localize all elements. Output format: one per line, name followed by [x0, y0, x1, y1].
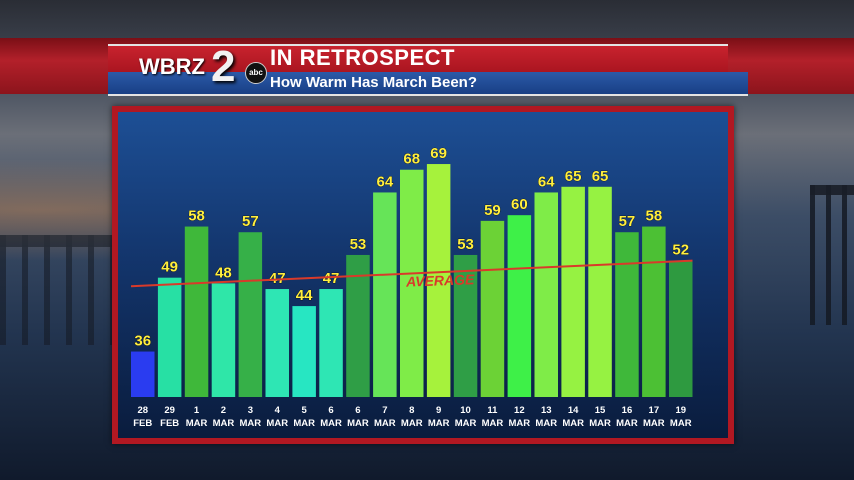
x-tick-month-label: FEB [160, 418, 179, 429]
x-tick-day-label: 3 [248, 405, 253, 416]
x-tick-month-label: MAR [482, 418, 504, 429]
x-tick-day-label: 6 [328, 405, 333, 416]
x-tick-day-label: 4 [275, 405, 281, 416]
x-tick-month-label: MAR [347, 418, 369, 429]
chart-bar [480, 220, 505, 397]
bar-value-label: 57 [242, 213, 259, 230]
chart-bar [211, 283, 236, 397]
network-logo-icon: abc [245, 62, 267, 84]
bar-value-label: 58 [188, 208, 205, 225]
bar-value-label: 48 [215, 264, 232, 281]
chart-bar [238, 232, 263, 397]
bar-value-label: 59 [484, 202, 501, 219]
x-tick-day-label: 9 [436, 405, 441, 416]
x-tick-month-label: MAR [535, 418, 557, 429]
bar-value-label: 47 [323, 270, 340, 287]
logo-number: 2 [211, 42, 236, 91]
average-line-label: AVERAGE [405, 271, 475, 289]
chart-bar [373, 192, 397, 397]
x-tick-day-label: 29 [164, 405, 175, 416]
x-tick-month-label: MAR [374, 418, 396, 429]
x-tick-day-label: 14 [568, 405, 579, 416]
x-tick-day-label: 17 [649, 405, 660, 416]
chart-bar [157, 277, 182, 397]
x-tick-month-label: MAR [266, 418, 288, 429]
bar-value-label: 65 [592, 168, 609, 185]
chart-bar [588, 186, 612, 397]
background-dock-right [810, 185, 854, 325]
chart-bar [346, 254, 370, 397]
x-tick-month-label: MAR [455, 418, 477, 429]
x-tick-day-label: 5 [302, 405, 308, 416]
x-tick-month-label: MAR [401, 418, 423, 429]
chart-bar [669, 260, 693, 397]
x-tick-day-label: 8 [409, 405, 414, 416]
page-title: IN RETROSPECT [270, 45, 455, 70]
bar-value-label: 64 [377, 173, 394, 190]
x-tick-month-label: MAR [428, 418, 450, 429]
x-tick-day-label: 6 [355, 405, 360, 416]
x-tick-day-label: 19 [675, 405, 686, 416]
bar-value-label: 68 [403, 151, 420, 168]
title-bar [108, 44, 728, 74]
bar-value-label: 52 [672, 242, 689, 259]
x-tick-month-label: MAR [562, 418, 584, 429]
x-tick-day-label: 2 [221, 405, 226, 416]
x-tick-day-label: 16 [622, 405, 633, 416]
bar-value-label: 44 [296, 287, 313, 304]
x-tick-month-label: MAR [616, 418, 638, 429]
average-line [130, 259, 693, 288]
page-subtitle: How Warm Has March Been? [270, 74, 477, 91]
bar-value-label: 36 [134, 333, 151, 350]
chart-bar [319, 289, 343, 397]
bar-value-label: 53 [350, 236, 367, 253]
x-tick-month-label: MAR [186, 418, 208, 429]
chart-bar [265, 289, 289, 397]
x-tick-month-label: MAR [670, 418, 692, 429]
x-tick-month-label: MAR [213, 418, 235, 429]
x-tick-month-label: FEB [133, 418, 152, 429]
chart-bar [400, 169, 424, 397]
logo-text: WBRZ [139, 54, 205, 79]
chart-bar [131, 351, 155, 397]
x-tick-day-label: 28 [137, 405, 148, 416]
bar-value-label: 60 [511, 196, 528, 213]
chart-bar [615, 232, 639, 397]
background-dock-left [0, 235, 120, 345]
x-tick-day-label: 11 [487, 405, 498, 416]
chart-bar [642, 226, 666, 397]
subtitle-bar [108, 72, 748, 96]
bar-value-label: 69 [430, 145, 447, 162]
bar-value-label: 58 [646, 208, 663, 225]
chart-bar [561, 186, 585, 397]
bar-value-label: 49 [161, 259, 178, 276]
x-tick-day-label: 1 [194, 405, 200, 416]
chart-bar [184, 226, 209, 397]
x-tick-month-label: MAR [643, 418, 665, 429]
x-tick-day-label: 13 [541, 405, 552, 416]
x-tick-day-label: 10 [460, 405, 471, 416]
x-tick-month-label: MAR [589, 418, 611, 429]
chart-bar [453, 254, 478, 397]
x-tick-day-label: 7 [382, 405, 387, 416]
bar-value-label: 64 [538, 173, 555, 190]
bar-value-label: 53 [457, 236, 474, 253]
x-tick-month-label: MAR [509, 418, 531, 429]
x-tick-month-label: MAR [320, 418, 342, 429]
bar-value-label: 65 [565, 168, 582, 185]
x-tick-month-label: MAR [240, 418, 262, 429]
x-tick-month-label: MAR [293, 418, 315, 429]
temperature-bar-chart: 3628FEB4929FEB581MAR482MAR573MAR474MAR44… [130, 145, 693, 429]
x-tick-day-label: 15 [595, 405, 606, 416]
station-logo: WBRZ 2 abc [133, 42, 269, 92]
x-tick-day-label: 12 [514, 405, 525, 416]
chart-bar [534, 192, 558, 397]
chart-bar [292, 306, 316, 397]
bar-value-label: 57 [619, 213, 636, 230]
chart-bar [507, 215, 532, 397]
chart-bar [426, 164, 451, 397]
